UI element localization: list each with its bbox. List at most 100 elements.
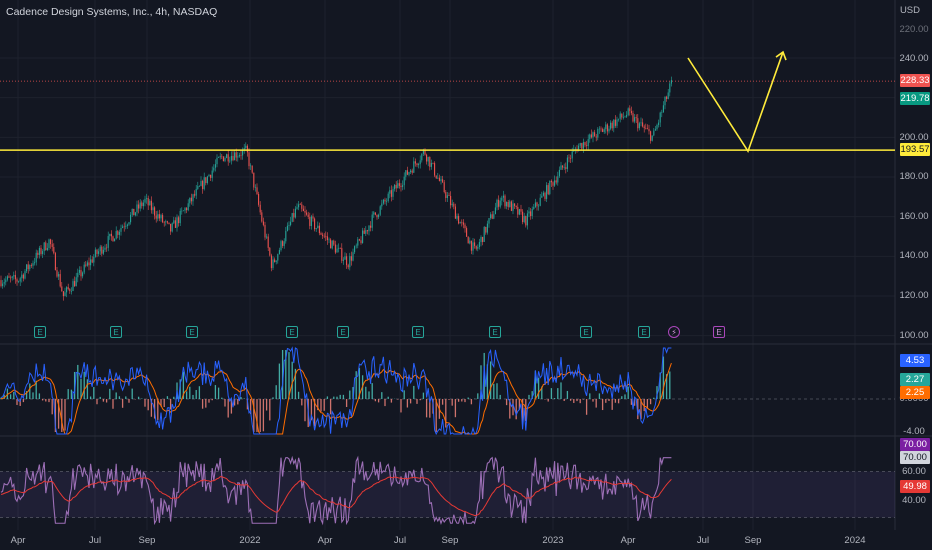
candle-body bbox=[379, 206, 381, 215]
candle-body bbox=[222, 156, 224, 162]
candle-body bbox=[283, 241, 285, 246]
macd-signal-badge: 2.25 bbox=[900, 386, 930, 399]
candle-body bbox=[488, 218, 490, 224]
candle-body bbox=[176, 217, 178, 228]
earnings-event-icon[interactable]: E bbox=[110, 326, 122, 338]
candle-body bbox=[235, 152, 237, 158]
candle-body bbox=[146, 198, 148, 199]
candle-body bbox=[56, 270, 58, 277]
earnings-event-icon[interactable]: E bbox=[489, 326, 501, 338]
rsi-axis-label: 60.00 bbox=[902, 466, 926, 477]
candle-body bbox=[282, 241, 284, 246]
candle-body bbox=[288, 224, 290, 226]
candle-body bbox=[637, 118, 639, 129]
candle-body bbox=[549, 180, 551, 195]
candle-body bbox=[194, 194, 196, 196]
projection-arrow[interactable] bbox=[687, 51, 784, 154]
candle-body bbox=[184, 208, 186, 211]
candle-body bbox=[210, 175, 212, 178]
price-candles bbox=[0, 76, 672, 301]
candle-body bbox=[238, 155, 240, 157]
candle-body bbox=[318, 225, 320, 234]
candle-body bbox=[445, 192, 447, 199]
candle-body bbox=[544, 192, 546, 199]
candle-body bbox=[571, 151, 573, 159]
candle-body bbox=[216, 157, 218, 165]
rsi-pane[interactable] bbox=[0, 455, 672, 526]
candle-body bbox=[600, 128, 602, 130]
projection-arrowhead bbox=[775, 50, 787, 61]
rsi-value-badge: 70.00 bbox=[900, 438, 930, 451]
candle-body bbox=[90, 259, 92, 266]
candle-body bbox=[240, 155, 242, 156]
candle-body bbox=[550, 180, 552, 183]
candle-body bbox=[453, 203, 455, 207]
candle-body bbox=[118, 231, 120, 235]
candle-body bbox=[613, 119, 615, 129]
earnings-event-icon[interactable]: E bbox=[34, 326, 46, 338]
candle-body bbox=[376, 214, 378, 218]
candle-body bbox=[384, 199, 386, 202]
candle-body bbox=[66, 287, 68, 293]
earnings-event-icon[interactable]: E bbox=[286, 326, 298, 338]
candle-body bbox=[171, 223, 173, 232]
candle-body bbox=[467, 236, 469, 244]
candle-body bbox=[54, 253, 56, 271]
candle-body bbox=[616, 119, 618, 126]
candle-body bbox=[168, 222, 170, 224]
candle-body bbox=[190, 197, 192, 202]
candle-body bbox=[195, 188, 197, 196]
candle-body bbox=[75, 277, 77, 287]
symbol-title[interactable]: Cadence Design Systems, Inc., 4h, NASDAQ bbox=[6, 6, 218, 18]
candle-body bbox=[234, 152, 236, 161]
candle-body bbox=[35, 252, 37, 263]
earnings-event-icon[interactable]: E bbox=[412, 326, 424, 338]
candle-body bbox=[37, 252, 39, 255]
candle-body bbox=[355, 245, 357, 247]
time-axis-label: Sep bbox=[138, 535, 156, 546]
candle-body bbox=[491, 214, 493, 219]
candle-body bbox=[427, 156, 429, 162]
candle-body bbox=[126, 224, 128, 226]
candle-body bbox=[413, 161, 415, 173]
currency-label: USD bbox=[899, 5, 920, 16]
candle-body bbox=[293, 213, 295, 218]
candle-body bbox=[189, 197, 191, 204]
candle-body bbox=[339, 247, 341, 249]
candle-body bbox=[341, 248, 343, 261]
candle-body bbox=[398, 183, 400, 186]
candle-body bbox=[502, 195, 504, 198]
candle-body bbox=[30, 265, 32, 266]
earnings-event-icon[interactable]: E bbox=[580, 326, 592, 338]
time-axis-label: 2023 bbox=[542, 535, 564, 546]
candle-body bbox=[230, 155, 232, 161]
candle-body bbox=[578, 145, 580, 152]
candle-body bbox=[326, 236, 328, 240]
upcoming-earnings-icon[interactable]: E bbox=[713, 326, 725, 338]
candle-body bbox=[486, 223, 488, 233]
candle-body bbox=[461, 222, 463, 223]
earnings-event-icon[interactable]: E bbox=[337, 326, 349, 338]
candle-body bbox=[122, 226, 124, 228]
candle-body bbox=[523, 216, 525, 223]
candle-body bbox=[472, 242, 474, 251]
candle-body bbox=[208, 175, 210, 177]
earnings-event-icon[interactable]: E bbox=[638, 326, 650, 338]
candle-body bbox=[498, 199, 500, 207]
macd-value-badge: 4.53 bbox=[900, 354, 930, 367]
candle-body bbox=[595, 136, 597, 138]
candle-body bbox=[323, 235, 325, 237]
candle-body bbox=[454, 206, 456, 219]
candle-body bbox=[152, 207, 154, 211]
lightning-event-icon[interactable]: ⚡ bbox=[668, 326, 680, 338]
earnings-event-icon[interactable]: E bbox=[186, 326, 198, 338]
candle-body bbox=[659, 112, 661, 123]
candle-body bbox=[430, 162, 432, 167]
candle-body bbox=[259, 204, 261, 213]
candle-body bbox=[182, 210, 184, 212]
macd-pane[interactable] bbox=[0, 346, 895, 436]
candle-body bbox=[101, 246, 103, 254]
candle-body bbox=[294, 208, 296, 218]
candle-body bbox=[662, 105, 664, 113]
